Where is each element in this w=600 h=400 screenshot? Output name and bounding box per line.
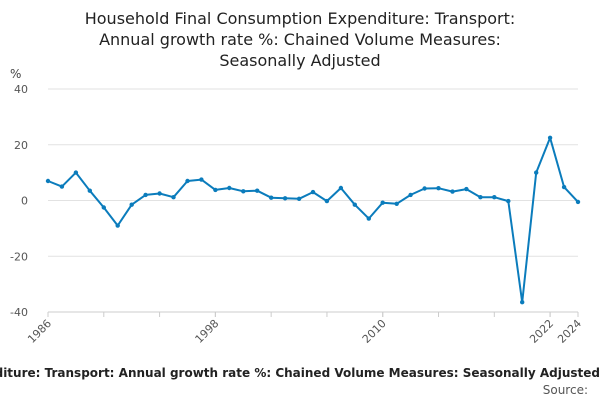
y-tick-label: 40 (14, 83, 28, 96)
data-point (575, 199, 581, 205)
data-point (45, 178, 51, 184)
data-point (199, 177, 204, 182)
x-tick-label: 1986 (25, 317, 54, 346)
data-point (241, 189, 246, 194)
x-tick-label: 2022 (527, 317, 556, 346)
data-point (436, 186, 441, 191)
data-point (520, 300, 525, 305)
series-line (47, 136, 579, 304)
chart-title-line: Annual growth rate %: Chained Volume Mea… (99, 30, 501, 49)
data-point (310, 189, 316, 195)
series-caption-text: Household Final Consumption Expenditure:… (0, 366, 600, 380)
data-point (366, 216, 371, 221)
data-point (422, 186, 427, 191)
data-point (534, 170, 539, 175)
y-axis-label: % (10, 67, 21, 81)
data-point (282, 196, 288, 201)
y-tick-label: -40 (10, 306, 28, 319)
data-point (129, 202, 134, 207)
data-point (296, 196, 302, 201)
source-label: Source: (542, 383, 588, 397)
y-axis-ticks: -40 -20 0 20 40 (10, 83, 28, 319)
data-point (171, 195, 176, 200)
data-point (324, 198, 330, 204)
data-point (547, 135, 553, 140)
series-layer (45, 135, 581, 305)
data-point (394, 201, 399, 206)
x-tick-label: 2010 (360, 317, 389, 346)
data-point (380, 200, 385, 205)
x-tick-label: 2024 (555, 317, 584, 346)
y-tick-label: 20 (14, 139, 28, 152)
data-point (59, 184, 65, 189)
data-point (561, 184, 567, 190)
data-point (157, 191, 162, 196)
data-point (73, 170, 79, 175)
data-point (506, 198, 511, 204)
series-caption: Household Final Consumption Expenditure:… (0, 366, 600, 380)
data-point (269, 195, 274, 200)
data-point (101, 205, 107, 210)
data-point (87, 188, 93, 193)
y-tick-label: 0 (21, 195, 28, 208)
data-point (185, 178, 190, 184)
data-point (478, 195, 483, 200)
data-point (450, 189, 455, 194)
data-point (338, 185, 344, 191)
data-point (143, 192, 148, 198)
data-point (255, 188, 260, 193)
chart-title-line: Seasonally Adjusted (219, 51, 381, 70)
y-tick-label: -20 (10, 250, 28, 263)
data-point (352, 202, 357, 207)
chart-title-line: Household Final Consumption Expenditure:… (84, 9, 516, 28)
chart-title: Household Final Consumption Expenditure:… (0, 8, 600, 71)
data-point (115, 223, 120, 228)
data-point (464, 186, 469, 192)
data-point (492, 195, 497, 200)
x-tick-label: 1998 (192, 317, 221, 346)
data-point (213, 187, 218, 193)
data-point (227, 185, 232, 191)
gridlines (48, 88, 578, 313)
data-point (408, 192, 413, 198)
